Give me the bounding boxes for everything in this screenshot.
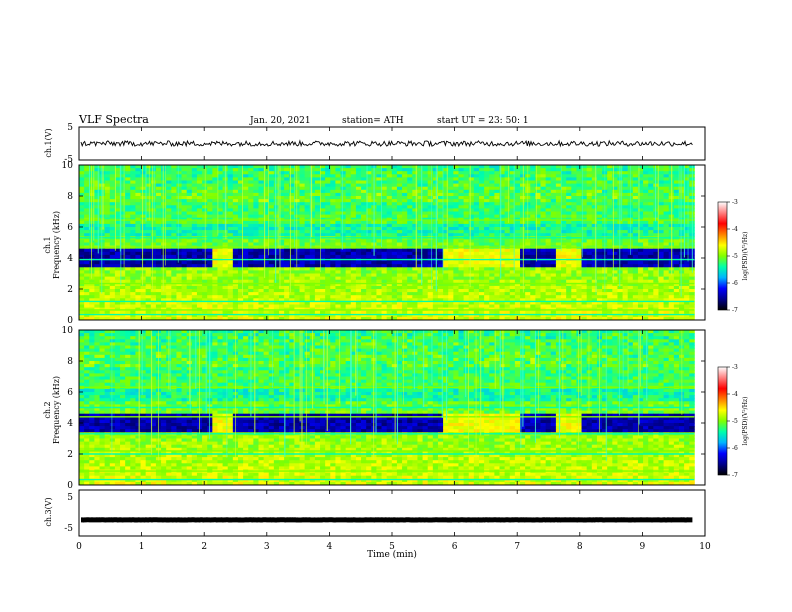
time-axis: 0 1 2 3 4 5 6 7 8 9 10 xyxy=(76,127,711,552)
ch2-spectrogram-panel: 0 2 4 6 8 10 ch.2 Frequency (kHz) xyxy=(43,326,706,491)
time-tick-label: 5 xyxy=(389,542,395,552)
frequency-tick-label: 6 xyxy=(67,388,73,398)
colorbar-tick-label: -4 xyxy=(732,391,738,398)
ch3-waveform-ylabel: ch.3(V) xyxy=(44,497,53,526)
ch3-ytick-top: 5 xyxy=(67,493,73,503)
frequency-tick-label: 0 xyxy=(67,481,73,491)
time-tick-label: 10 xyxy=(699,542,711,552)
ch2-frequency-ylabel: Frequency (kHz) xyxy=(52,376,61,444)
ch1-spectrogram-panel: 0 2 4 6 8 10 ch.1 Frequency (kHz) xyxy=(43,161,706,326)
frequency-tick-label: 2 xyxy=(67,450,73,460)
date-label: Jan. 20, 2021 xyxy=(249,116,311,126)
time-tick-label: 3 xyxy=(264,542,270,552)
ch1-ytick-bottom: -5 xyxy=(64,155,73,165)
colorbar-tick-label: -5 xyxy=(732,418,738,425)
ch1-colorbar-title: log(PSD)(V²/Hz) xyxy=(742,232,749,281)
time-tick-label: 9 xyxy=(640,542,646,552)
frequency-tick-label: 10 xyxy=(62,326,74,336)
ch3-ytick-bottom: -5 xyxy=(64,524,73,534)
frequency-tick-label: 4 xyxy=(67,254,73,264)
frequency-tick-label: 2 xyxy=(67,285,73,295)
colorbar-tick-label: -6 xyxy=(732,280,738,287)
ch1-spectrogram-ylabel: ch.1 xyxy=(43,236,52,253)
ch1-waveform-trace xyxy=(80,139,693,148)
colorbar-tick-label: -5 xyxy=(732,253,738,260)
time-tick-label: 8 xyxy=(577,542,583,552)
ch1-spectrogram xyxy=(79,165,705,321)
station-label: station= ATH xyxy=(342,116,404,126)
colorbar-tick-label: -6 xyxy=(732,445,738,452)
colorbar-tick-label: -7 xyxy=(732,472,738,479)
ch1-frequency-ylabel: Frequency (kHz) xyxy=(52,211,61,279)
ch2-spectrogram-ylabel: ch.2 xyxy=(43,401,52,418)
colorbar-tick-label: -4 xyxy=(732,226,738,233)
frequency-tick-label: 4 xyxy=(67,419,73,429)
frequency-tick-label: 0 xyxy=(67,316,73,326)
start-time-label: start UT = 23: 50: 1 xyxy=(437,116,529,126)
colorbar-tick-label: -3 xyxy=(732,364,738,371)
ch1-waveform-ylabel: ch.1(V) xyxy=(44,128,53,157)
time-tick-label: 0 xyxy=(76,542,82,552)
colorbar-tick-label: -7 xyxy=(732,307,738,314)
time-axis-label: Time (min) xyxy=(367,549,417,560)
frequency-tick-label: 10 xyxy=(62,161,74,171)
colorbar-tick-label: -3 xyxy=(732,199,738,206)
time-tick-label: 6 xyxy=(452,542,458,552)
figure-title: VLF Spectra xyxy=(78,113,149,126)
ch1-waveform-panel: 5 -5 ch.1(V) xyxy=(44,123,706,165)
frequency-tick-label: 8 xyxy=(67,357,73,367)
time-tick-label: 4 xyxy=(327,542,333,552)
ch1-ytick-top: 5 xyxy=(67,123,73,133)
time-tick-label: 1 xyxy=(139,542,145,552)
ch2-colorbar-title: log(PSD)(V²/Hz) xyxy=(742,397,749,446)
frequency-tick-label: 6 xyxy=(67,223,73,233)
time-tick-label: 7 xyxy=(514,542,520,552)
frequency-tick-label: 8 xyxy=(67,192,73,202)
time-tick-label: 2 xyxy=(201,542,207,552)
ch2-spectrogram xyxy=(79,330,705,486)
ch1-colorbar: -3 -4 -5 -6 -7 log(PSD)(V²/Hz) xyxy=(717,199,749,314)
ch2-colorbar: -3 -4 -5 -6 -7 log(PSD)(V²/Hz) xyxy=(717,364,749,479)
ch3-waveform-panel: 5 -5 ch.3(V) xyxy=(44,489,706,537)
